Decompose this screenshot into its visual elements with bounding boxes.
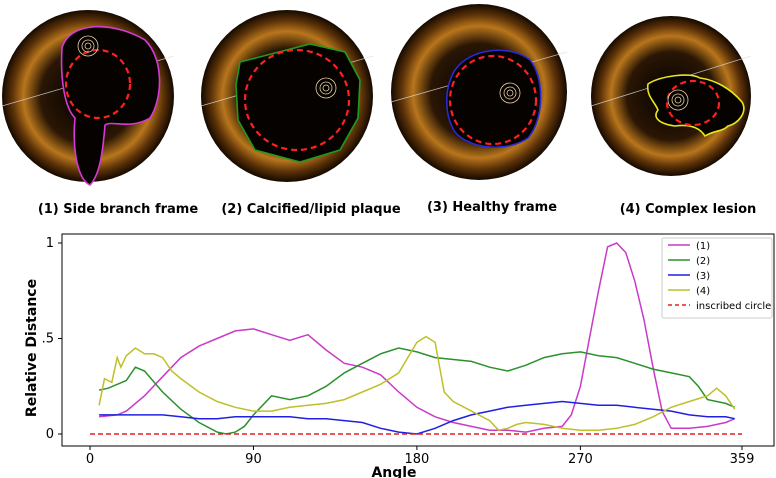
legend-box: [661, 237, 773, 319]
oct-panel-2: [200, 10, 374, 182]
y-tick-label: .5: [42, 332, 54, 347]
y-tick-label: 0: [46, 427, 54, 442]
oct-panel-3: [390, 4, 568, 180]
x-tick-label: 270: [568, 452, 593, 467]
catheter-ring: [84, 42, 92, 50]
inscribed-circle: [448, 54, 538, 146]
x-axis-title: Angle: [371, 465, 416, 478]
lumen-contour: [235, 43, 361, 163]
inscribed-circle: [243, 48, 351, 152]
x-tick-label: 180: [404, 452, 429, 467]
catheter-ring: [674, 96, 682, 104]
panel-caption: (1) Side branch frame: [37, 202, 199, 217]
catheter-ring: [322, 84, 330, 92]
catheter-ring: [315, 77, 337, 99]
lumen-contour: [446, 49, 542, 148]
catheter-ring: [81, 39, 95, 53]
catheter-ring: [671, 93, 685, 107]
panel-caption: (4) Complex lesion: [619, 202, 757, 217]
inscribed-circle: [64, 48, 132, 120]
legend-label: (3): [696, 271, 710, 282]
oct-panels: [1, 4, 752, 186]
plot-frame: [61, 233, 775, 447]
lumen-contour: [60, 25, 161, 186]
y-axis-title: Relative Distance: [24, 279, 40, 417]
x-tick-label: 90: [245, 452, 262, 467]
catheter-ring: [503, 86, 517, 100]
legend-label: inscribed circle: [696, 301, 771, 312]
x-tick-label: 359: [730, 452, 755, 467]
panel-caption: (2) Calcified/lipid plaque: [221, 202, 401, 217]
series-line-2: [98, 347, 735, 435]
oct-panel-4: [590, 16, 752, 176]
oct-panel-1: [1, 10, 175, 186]
series-line-4: [98, 335, 736, 432]
legend-label: (4): [696, 286, 710, 297]
legend-label: (1): [696, 241, 710, 252]
series-line-3: [99, 400, 735, 435]
catheter-ring: [667, 89, 689, 111]
x-tick-label: 0: [86, 452, 94, 467]
relative-distance-chart: 0 90 180 270 359 0 .5 1 Angle Relative Distance (1…: [24, 233, 775, 478]
catheter-ring: [506, 89, 514, 97]
lumen-contour: [646, 74, 745, 138]
legend-label: (2): [696, 256, 710, 267]
inscribed-circle: [665, 79, 721, 127]
catheter-ring: [319, 81, 333, 95]
catheter-ring: [499, 82, 521, 104]
y-tick-label: 1: [46, 236, 54, 251]
series-line-1: [99, 242, 735, 433]
panel-caption: (3) Healthy frame: [426, 200, 558, 215]
catheter-ring: [77, 35, 99, 57]
